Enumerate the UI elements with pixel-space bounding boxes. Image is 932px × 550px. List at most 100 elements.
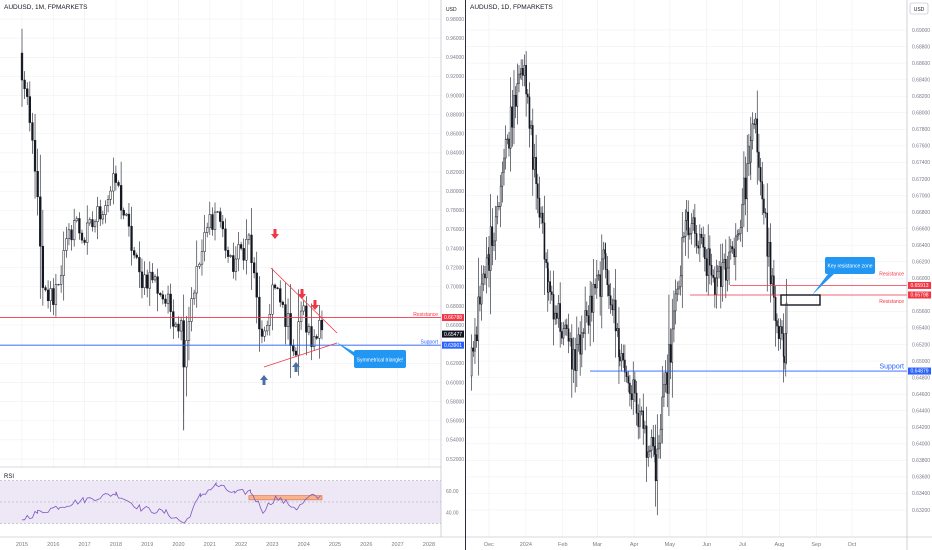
bearish-candle xyxy=(41,245,45,288)
right-callout-box[interactable] xyxy=(825,257,875,274)
left-chart[interactable]: AUDUSD, 1M, FPMARKETS Resistance Support… xyxy=(0,0,465,548)
y-tick-label: 0.64800 xyxy=(912,375,930,381)
bearish-candle xyxy=(239,244,243,249)
bullish-candle xyxy=(530,125,532,129)
bullish-candle xyxy=(166,293,170,304)
bullish-candle xyxy=(681,237,684,277)
bearish-candle xyxy=(704,247,706,260)
bullish-candle xyxy=(501,171,504,187)
right-support-tag-bg xyxy=(908,367,931,375)
bearish-candle xyxy=(574,349,576,371)
bearish-candle xyxy=(552,294,555,320)
bullish-candle xyxy=(206,227,209,233)
bearish-candle xyxy=(252,262,256,274)
y-tick-label: 0.68200 xyxy=(912,94,930,100)
bearish-candle xyxy=(781,326,783,334)
bearish-candle xyxy=(276,287,279,289)
bullish-candle xyxy=(203,232,206,252)
bearish-candle xyxy=(776,320,778,327)
bullish-candle xyxy=(699,233,701,249)
bullish-candle xyxy=(523,65,526,76)
x-tick-label: Jun xyxy=(702,542,711,548)
bearish-candle xyxy=(543,222,546,260)
bullish-candle xyxy=(198,263,201,267)
bullish-candle xyxy=(726,267,729,281)
bullish-candle xyxy=(88,219,91,224)
bullish-candle xyxy=(474,334,476,352)
bearish-candle xyxy=(733,248,735,258)
bullish-candle xyxy=(247,234,251,240)
left-triangle-lower-line[interactable] xyxy=(263,342,338,368)
bullish-candle xyxy=(644,425,646,429)
right-callout-text: Key resistance zone xyxy=(827,264,872,270)
right-callout[interactable]: Key resistance zone xyxy=(812,257,875,295)
left-callout-box[interactable] xyxy=(354,350,406,368)
bearish-candle xyxy=(618,328,620,358)
bearish-candle xyxy=(36,170,39,198)
x-tick-label: Aug xyxy=(774,542,784,548)
bullish-candle xyxy=(597,274,600,277)
right-x-axis[interactable]: Dec 2024 Feb Mar Apr May Jun Jul Aug Sep Oct xyxy=(484,542,857,548)
rsi-resistance-zone[interactable] xyxy=(248,495,323,501)
bullish-candle xyxy=(564,324,566,329)
x-tick-label: 2027 xyxy=(391,542,403,548)
bearish-candle xyxy=(720,266,722,287)
bullish-candle xyxy=(187,321,191,341)
left-triangle-upper-line[interactable] xyxy=(270,267,338,334)
bullish-candle xyxy=(547,281,550,293)
right-resistance-tag-1: 0.65913 xyxy=(908,281,931,289)
left-x-axis[interactable]: 2015 2016 2017 2018 2019 2020 2021 2022 2023 2024… xyxy=(16,542,435,548)
x-tick-label: 2017 xyxy=(78,542,90,548)
bearish-candle xyxy=(114,173,118,183)
bearish-candle xyxy=(637,412,640,427)
left-callout[interactable]: Symmetrical triangle! xyxy=(336,342,406,368)
bearish-candle xyxy=(528,96,531,129)
left-last-price-tag-bg xyxy=(442,330,464,338)
bullish-candle xyxy=(498,205,500,208)
bearish-candle xyxy=(579,334,581,355)
bullish-candle xyxy=(785,302,788,334)
left-candles xyxy=(20,28,324,431)
right-key-resistance-zone[interactable] xyxy=(780,294,821,306)
bullish-candle xyxy=(569,338,571,342)
y-tick-label: 0.70000 xyxy=(446,285,464,291)
bullish-candle xyxy=(49,288,52,301)
right-chart[interactable]: AUDUSD, 1D, FPMARKETS Resistance Resista… xyxy=(466,0,932,550)
bearish-candle xyxy=(488,254,490,271)
left-support-value: 0.63901 xyxy=(444,343,462,349)
right-currency-label: USD xyxy=(914,7,925,13)
bearish-candle xyxy=(645,425,648,458)
bullish-candle xyxy=(101,214,105,220)
bearish-candle xyxy=(258,296,261,330)
red-down-arrow-icon xyxy=(271,229,279,239)
bullish-candle xyxy=(640,410,643,412)
bearish-candle xyxy=(52,288,55,305)
bullish-candle xyxy=(54,284,58,305)
x-tick-label: Jul xyxy=(739,542,746,548)
y-tick-label: 0.69000 xyxy=(912,28,930,34)
left-resistance-arrows xyxy=(271,229,319,310)
bearish-candle xyxy=(566,324,568,329)
bearish-candle xyxy=(232,255,235,272)
bullish-candle xyxy=(771,275,774,285)
y-tick-label: 0.86000 xyxy=(446,132,464,138)
bearish-candle xyxy=(127,213,131,227)
left-rsi-pane[interactable]: RSI xyxy=(0,466,441,524)
bullish-candle xyxy=(153,276,157,281)
bullish-candle xyxy=(148,271,151,289)
right-resistance-tag-1-bg xyxy=(908,281,931,289)
right-currency-button[interactable] xyxy=(909,2,929,15)
bullish-candle xyxy=(245,239,248,261)
bearish-candle xyxy=(475,334,478,342)
left-last-price-tag: 0.65477 xyxy=(442,330,464,338)
y-tick-label: 0.90000 xyxy=(446,93,464,99)
bearish-candle xyxy=(599,274,601,297)
bearish-candle xyxy=(604,253,607,270)
bearish-candle xyxy=(536,183,539,199)
x-tick-label: Dec xyxy=(484,542,494,548)
bearish-candle xyxy=(606,269,609,286)
y-tick-label: 0.82000 xyxy=(446,170,464,176)
bullish-candle xyxy=(540,212,542,218)
bearish-candle xyxy=(624,359,626,373)
rsi-tick-label: 60.00 xyxy=(446,489,459,495)
